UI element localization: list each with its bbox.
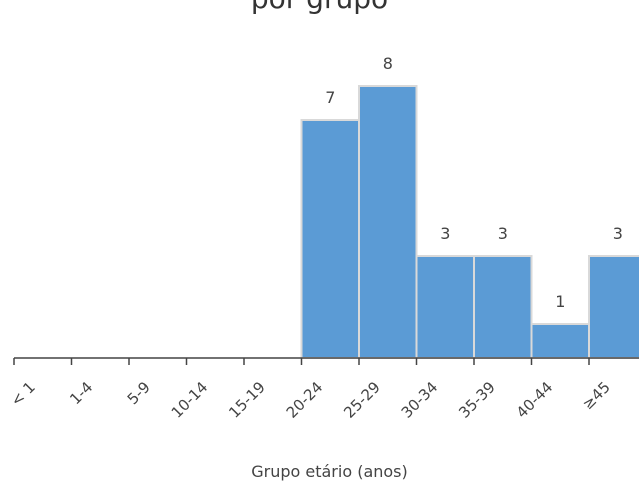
- bar-10: [589, 256, 639, 358]
- x-tick-label-6: 25-29: [340, 378, 384, 422]
- chart-title: por grupo: [0, 0, 639, 15]
- x-tick-label-2: 5-9: [124, 378, 154, 408]
- data-label-8: 3: [498, 224, 508, 243]
- x-tick-label-10: ≥45: [579, 378, 614, 413]
- x-tick-label-4: 15-19: [225, 378, 269, 422]
- x-tick-label-1: 1-4: [66, 378, 96, 408]
- data-label-6: 8: [383, 54, 393, 73]
- data-label-9: 1: [555, 292, 565, 311]
- bar-9: [532, 324, 590, 358]
- x-axis-label: Grupo etário (anos): [0, 462, 639, 481]
- data-label-10: 3: [613, 224, 623, 243]
- data-label-7: 3: [440, 224, 450, 243]
- x-axis: [14, 358, 639, 365]
- x-tick-label-5: 20-24: [283, 378, 327, 422]
- bar-6: [359, 86, 417, 358]
- x-tick-label-7: 30-34: [398, 378, 442, 422]
- bars-layer: [302, 86, 639, 358]
- bar-7: [417, 256, 475, 358]
- x-tick-labels: < 1 1-4 5-9 10-14 15-19 20-24 25-29 30-34 35-39 4…: [7, 378, 614, 422]
- x-tick-label-8: 35-39: [455, 378, 499, 422]
- bar-5: [302, 120, 360, 358]
- x-tick-label-9: 40-44: [513, 378, 557, 422]
- x-tick-label-0: < 1: [7, 378, 39, 410]
- data-label-5: 7: [325, 88, 335, 107]
- bar-8: [474, 256, 532, 358]
- x-tick-label-3: 10-14: [168, 378, 212, 422]
